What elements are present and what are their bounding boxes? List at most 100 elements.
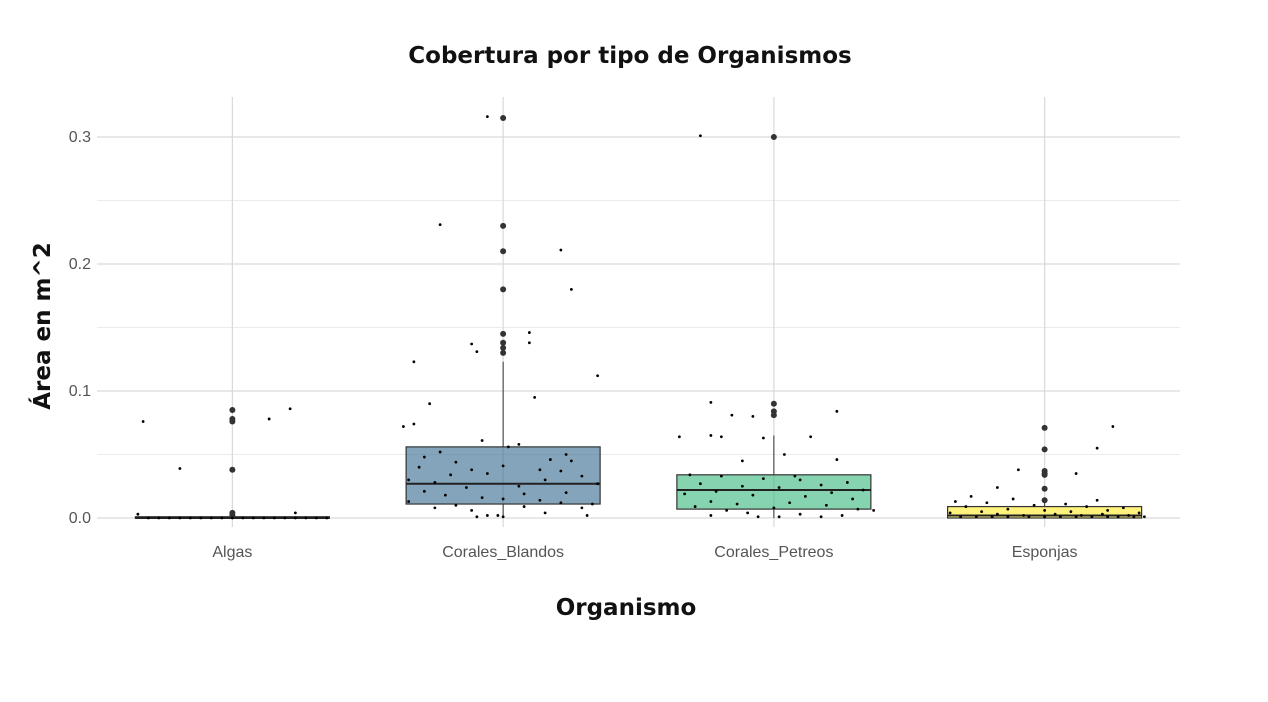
jitter-point [1043,508,1047,512]
box-corales_petreos [676,474,872,510]
jitter-point [480,496,484,500]
jitter-point [735,502,739,506]
jitter-point [293,516,297,520]
jitter-point [433,506,437,510]
jitter-point [464,486,468,489]
jitter-point [475,515,479,519]
jitter-point [596,482,600,486]
jitter-point [1074,472,1078,475]
jitter-point [1053,512,1057,516]
jitter-point [401,425,405,428]
jitter-point [272,516,276,520]
outlier-point [229,407,236,414]
jitter-point [422,455,426,459]
jitter-point [559,248,563,252]
outlier-point [500,248,507,255]
jitter-point [959,515,963,519]
jitter-point [470,508,474,512]
jitter-point [438,450,442,454]
jitter-point [1006,515,1010,519]
outlier-point [229,418,236,425]
jitter-point [761,477,765,481]
jitter-point [990,515,994,519]
jitter-point [1069,510,1073,514]
jitter-point [969,495,973,498]
outlier-point [770,412,777,419]
jitter-point [1079,514,1083,517]
outlier-point [229,512,236,519]
jitter-point [480,439,484,442]
jitter-point [840,514,844,517]
jitter-point [449,473,453,477]
x-tick-label: Corales_Blandos [442,544,564,561]
outlier-point [770,134,777,140]
point-layer [136,115,1146,520]
jitter-point [1142,515,1146,519]
jitter-point [485,514,489,517]
jitter-point [1132,515,1136,519]
jitter-point [548,458,552,461]
jitter-point [1095,446,1099,450]
jitter-point [683,492,687,496]
jitter-point [146,516,150,520]
jitter-point [953,500,957,503]
jitter-point [709,514,713,517]
jitter-point [835,458,839,461]
jitter-point [1074,515,1078,519]
jitter-point [209,516,213,520]
jitter-point [761,436,765,440]
jitter-point [407,500,411,503]
jitter-point [428,402,432,406]
jitter-point [1095,498,1099,502]
jitter-point [746,511,750,515]
jitter-point [538,468,542,472]
jitter-point [1090,515,1094,519]
jitter-point [740,459,744,463]
jitter-point [1121,506,1125,510]
jitter-point [964,505,968,508]
y-axis-title: Área en m^2 [28,242,56,410]
jitter-point [199,516,203,520]
jitter-point [809,435,813,439]
jitter-point [412,360,416,364]
jitter-point [533,395,537,399]
jitter-point [522,505,526,508]
jitter-point [178,467,182,470]
jitter-point [475,350,479,354]
jitter-point [1137,511,1141,515]
jitter-point [819,515,823,519]
jitter-point [698,482,702,486]
jitter-point [709,500,713,503]
jitter-point [793,474,797,478]
jitter-point [230,516,234,520]
jitter-point [241,516,245,520]
jitter-point [688,473,692,477]
y-tick-label: 0.2 [69,256,91,273]
jitter-point [856,507,860,511]
jitter-point [288,407,292,411]
jitter-point [995,512,999,516]
jitter-point [485,472,489,475]
jitter-point [751,415,755,418]
jitter-point [438,223,442,227]
y-tick-label: 0.3 [69,129,91,146]
outlier-point [1041,446,1048,453]
jitter-point [580,506,584,510]
jitter-point [974,515,978,519]
jitter-point [1111,425,1115,428]
jitter-point [1011,497,1015,501]
jitter-point [719,474,723,478]
jitter-point [1116,515,1120,519]
jitter-point [1032,503,1036,507]
jitter-point [798,512,802,516]
jitter-point [412,422,416,426]
jitter-point [824,503,828,507]
jitter-point [782,453,786,456]
jitter-point [725,508,729,512]
jitter-point [506,445,510,449]
x-axis-title: Organismo [556,595,697,621]
jitter-point [830,491,834,494]
jitter-point [1100,512,1104,516]
jitter-point [709,401,713,404]
jitter-point [220,516,224,520]
